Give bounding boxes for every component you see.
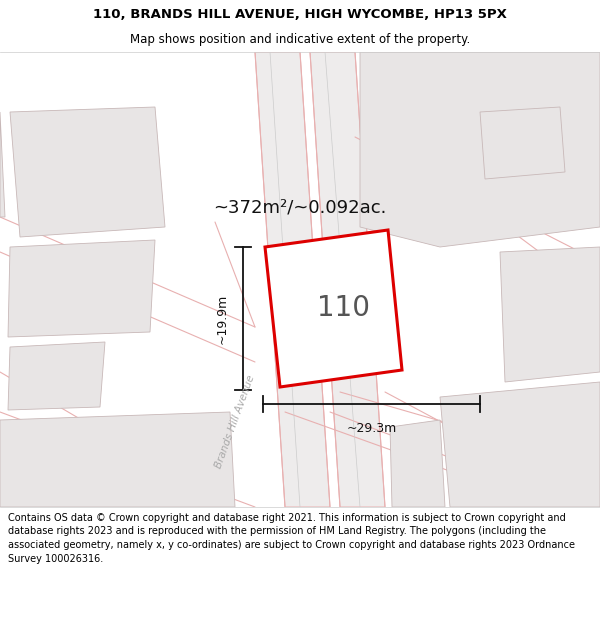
Text: Contains OS data © Crown copyright and database right 2021. This information is : Contains OS data © Crown copyright and d… — [8, 513, 575, 564]
Polygon shape — [360, 52, 600, 247]
Polygon shape — [8, 342, 105, 410]
Text: 110: 110 — [317, 294, 370, 322]
Polygon shape — [265, 230, 402, 387]
Text: Map shows position and indicative extent of the property.: Map shows position and indicative extent… — [130, 32, 470, 46]
Polygon shape — [440, 382, 600, 507]
Text: Brands Hill Avenue: Brands Hill Avenue — [214, 374, 257, 470]
Polygon shape — [0, 112, 5, 217]
Text: 110, BRANDS HILL AVENUE, HIGH WYCOMBE, HP13 5PX: 110, BRANDS HILL AVENUE, HIGH WYCOMBE, H… — [93, 8, 507, 21]
Polygon shape — [255, 52, 330, 507]
Polygon shape — [480, 107, 565, 179]
Text: ~19.9m: ~19.9m — [216, 293, 229, 344]
Polygon shape — [10, 107, 165, 237]
Polygon shape — [500, 247, 600, 382]
Polygon shape — [8, 240, 155, 337]
Text: ~372m²/~0.092ac.: ~372m²/~0.092ac. — [214, 198, 386, 216]
Polygon shape — [310, 52, 385, 507]
Text: ~29.3m: ~29.3m — [346, 422, 397, 435]
Polygon shape — [390, 420, 445, 507]
Polygon shape — [0, 412, 235, 507]
